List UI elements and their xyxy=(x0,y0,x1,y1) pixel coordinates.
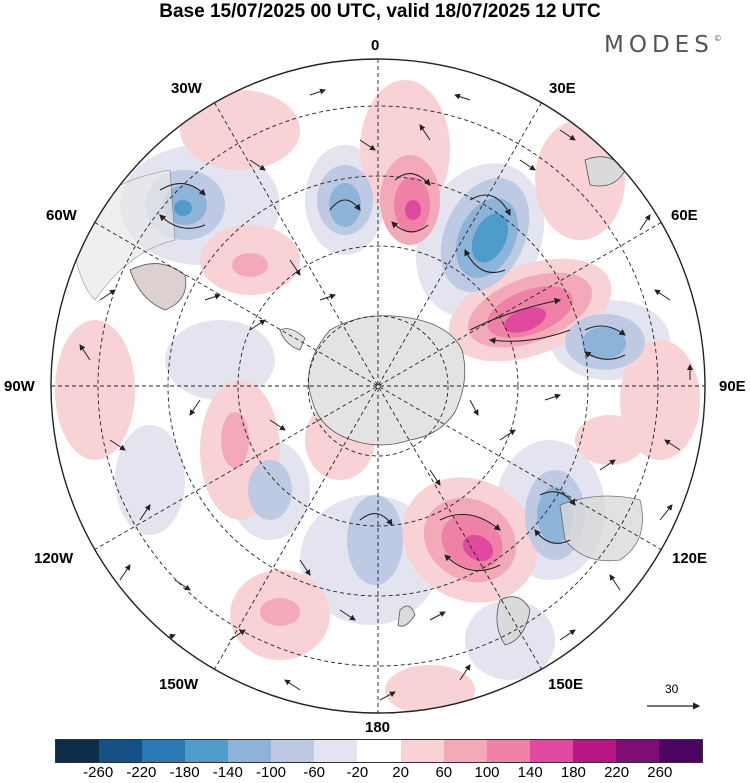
colorbar-tick-labels: -260 -220 -180 -140 -100 -60 -20 20 60 100 140 180 2… xyxy=(0,764,750,783)
reference-vector-label: 30 xyxy=(665,682,679,696)
colorbar-swatch xyxy=(185,740,229,762)
colorbar-tick-label: -140 xyxy=(212,764,243,781)
colorbar-tick-label: 180 xyxy=(560,764,586,781)
colorbar-tick-label: 220 xyxy=(604,764,630,781)
colorbar-tick-label: -220 xyxy=(126,764,157,781)
lon-label-150e: 150E xyxy=(548,676,584,693)
colorbar-tick-label: -100 xyxy=(255,764,287,781)
map-boundary xyxy=(50,58,706,714)
colorbar-swatch xyxy=(572,740,616,762)
colorbar-tick-label: -180 xyxy=(169,764,200,781)
lon-label-30e: 30E xyxy=(549,80,576,97)
colorbar-swatch xyxy=(228,740,272,762)
colorbar-swatch xyxy=(56,740,100,762)
colorbar-tick-label: -20 xyxy=(346,764,369,781)
lon-label-180: 180 xyxy=(365,719,391,736)
anomaly-field xyxy=(51,59,705,713)
colorbar-swatch xyxy=(443,740,487,762)
lon-label-60e: 60E xyxy=(671,207,698,224)
lon-label-90e: 90E xyxy=(719,378,746,395)
colorbar-tick-label: -60 xyxy=(303,764,326,781)
colorbar-tick-label: 60 xyxy=(435,764,453,781)
lon-label-120w: 120W xyxy=(34,550,74,567)
colorbar-swatch xyxy=(529,740,573,762)
colorbar-tick-label: 100 xyxy=(474,764,500,781)
colorbar-tick-label: -260 xyxy=(83,764,114,781)
colorbar xyxy=(55,739,703,763)
polar-map xyxy=(50,58,706,714)
colorbar-swatch xyxy=(400,740,444,762)
colorbar-swatch xyxy=(142,740,186,762)
colorbar-swatch xyxy=(486,740,530,762)
lon-label-120e: 120E xyxy=(672,550,708,567)
colorbar-swatch xyxy=(357,740,401,762)
lon-label-30w: 30W xyxy=(171,80,202,97)
colorbar-tick-label: 20 xyxy=(392,764,409,781)
lon-label-60w: 60W xyxy=(46,207,77,224)
colorbar-tick-label: 260 xyxy=(647,764,673,781)
lon-label-150w: 150W xyxy=(159,676,199,693)
modes-logo: MODES© xyxy=(604,32,722,58)
colorbar-swatch xyxy=(271,740,315,762)
colorbar-swatch xyxy=(658,740,702,762)
map-title: Base 15/07/2025 00 UTC, valid 18/07/2025… xyxy=(159,1,601,22)
colorbar-swatch xyxy=(615,740,659,762)
lon-label-90w: 90W xyxy=(4,378,35,395)
lon-label-0: 0 xyxy=(371,37,380,54)
colorbar-tick-label: 140 xyxy=(517,764,543,781)
colorbar-swatch xyxy=(314,740,358,762)
colorbar-swatch xyxy=(99,740,143,762)
